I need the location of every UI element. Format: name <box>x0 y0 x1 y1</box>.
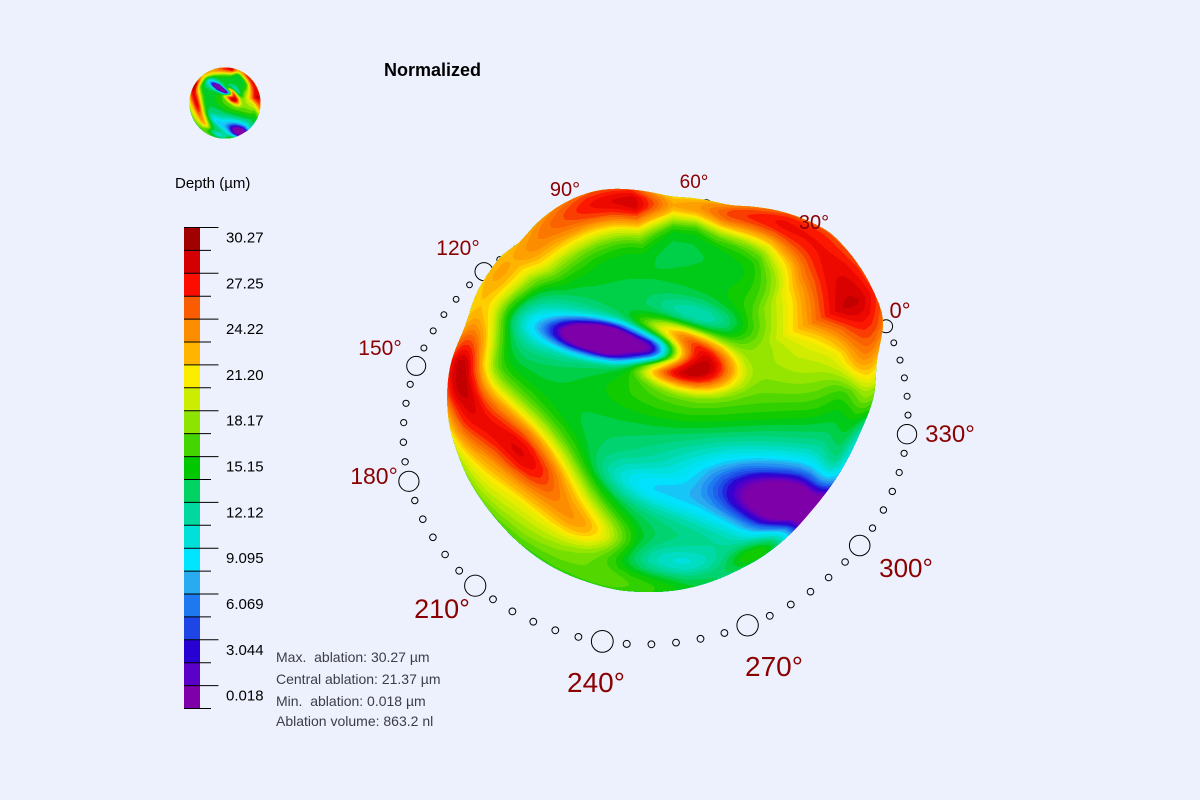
svg-text:Depth (µm): Depth (µm) <box>175 175 250 192</box>
svg-text:Central ablation: 21.37 µm: Central ablation: 21.37 µm <box>276 671 441 687</box>
svg-text:9.095: 9.095 <box>226 550 264 567</box>
svg-text:90°: 90° <box>550 179 580 201</box>
svg-text:240°: 240° <box>567 667 625 698</box>
svg-text:300°: 300° <box>879 553 933 583</box>
svg-text:24.22: 24.22 <box>226 321 264 338</box>
svg-text:Normalized: Normalized <box>384 60 481 80</box>
svg-text:21.20: 21.20 <box>226 367 264 384</box>
svg-text:12.12: 12.12 <box>226 504 264 521</box>
svg-text:15.15: 15.15 <box>226 459 264 476</box>
svg-text:150°: 150° <box>358 337 401 360</box>
svg-text:Ablation volume: 863.2 nl: Ablation volume: 863.2 nl <box>276 713 433 729</box>
svg-text:6.069: 6.069 <box>226 596 264 613</box>
svg-text:30°: 30° <box>799 212 829 234</box>
svg-text:270°: 270° <box>745 651 803 682</box>
svg-text:18.17: 18.17 <box>226 413 264 430</box>
svg-text:Max. ablation: 30.27 µm: Max. ablation: 30.27 µm <box>276 649 430 665</box>
svg-text:60°: 60° <box>680 172 709 193</box>
svg-text:30.27: 30.27 <box>226 230 264 247</box>
svg-text:27.25: 27.25 <box>226 275 264 292</box>
svg-text:330°: 330° <box>925 421 975 448</box>
svg-text:0°: 0° <box>889 298 910 323</box>
svg-text:120°: 120° <box>436 237 479 260</box>
svg-text:0.018: 0.018 <box>226 688 264 705</box>
svg-text:180°: 180° <box>350 463 398 489</box>
svg-text:Min. ablation: 0.018 µm: Min. ablation: 0.018 µm <box>276 693 426 709</box>
svg-text:210°: 210° <box>414 594 470 624</box>
svg-text:3.044: 3.044 <box>226 642 264 659</box>
